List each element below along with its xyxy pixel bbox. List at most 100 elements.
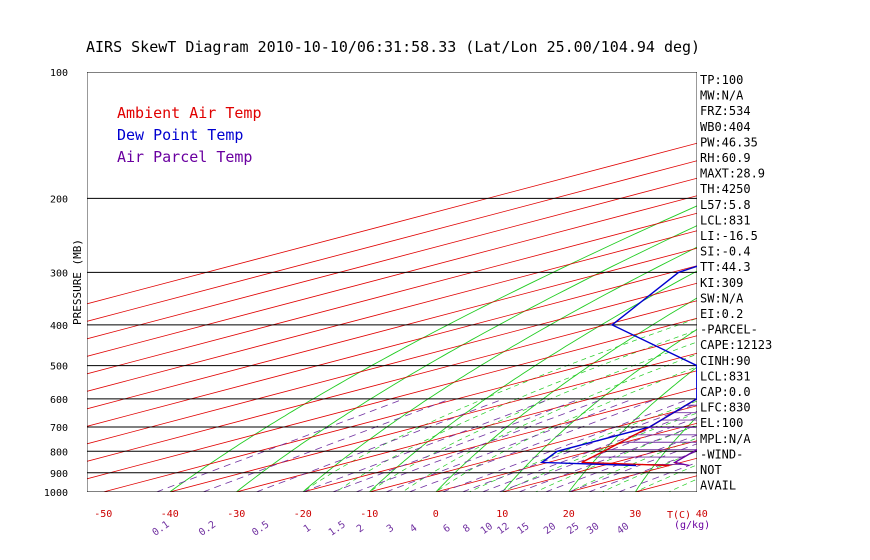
moist-adiabat-line — [302, 318, 697, 492]
mixing-ratio-line — [409, 398, 658, 492]
pressure-tick-label: 300 — [50, 268, 68, 279]
index-entry: MW:N/A — [700, 89, 744, 103]
index-entry: PW:46.35 — [700, 135, 758, 149]
mixing-ratio-tick-label: 1 — [302, 523, 313, 535]
isotherm-line — [734, 53, 870, 501]
pressure-tick-label: 600 — [50, 395, 68, 406]
isotherm-line — [87, 160, 697, 322]
index-entry: CAPE:12123 — [700, 338, 772, 352]
legend-entry: Dew Point Temp — [117, 126, 243, 144]
dry-adiabat-line — [568, 366, 697, 492]
mixing-ratio-line — [568, 443, 697, 492]
index-entry: MPL:N/A — [700, 432, 751, 446]
mixing-ratio-tick-label: 0.5 — [250, 519, 271, 538]
isotherm-line — [87, 247, 697, 410]
isotherm-line — [234, 370, 697, 492]
index-entry: LFC:830 — [700, 401, 751, 415]
mixing-ratio-line — [385, 398, 634, 492]
mixing-ratio-line — [256, 398, 505, 492]
moist-adiabat-line — [401, 353, 697, 492]
isotherm-line — [87, 300, 697, 462]
isotherm-line — [87, 177, 697, 340]
y-axis-label: PRESSURE (MB) — [71, 239, 84, 325]
legend-entry: Ambient Air Temp — [117, 104, 262, 122]
temperature-tick-label: -10 — [360, 509, 378, 520]
temperature-tick-label: 20 — [563, 509, 575, 520]
moist-adiabat-line — [567, 437, 697, 492]
isotherm-line — [87, 282, 697, 445]
index-entry: KI:309 — [700, 276, 743, 290]
mixing-ratio-tick-label: 40 — [615, 521, 631, 537]
isotherm-line — [434, 422, 697, 492]
pressure-tick-label: 500 — [50, 362, 68, 373]
profile-curves — [539, 265, 697, 467]
mixing-ratio-line — [156, 398, 405, 492]
mixing-ratio-tick-label: 3 — [385, 523, 396, 535]
index-entry: SW:N/A — [700, 291, 744, 305]
mixing-ratio-line — [442, 398, 691, 492]
index-entry: FRZ:534 — [700, 104, 751, 118]
mixing-ratio-unit-label: (g/kg) — [674, 520, 710, 531]
mixing-ratio-tick-label: 1.5 — [327, 519, 348, 538]
mixing-ratio-line — [462, 403, 697, 492]
index-entry: WB0:404 — [700, 120, 751, 134]
isotherm-line — [101, 335, 697, 492]
mixing-ratio-line — [518, 424, 697, 492]
index-entry: LI:-16.5 — [700, 229, 758, 243]
pressure-tick-label: 700 — [50, 423, 68, 434]
legend-entry: Air Parcel Temp — [117, 148, 252, 166]
series-line-dew-point-temp — [539, 265, 697, 467]
pressure-tick-label: 800 — [50, 447, 68, 458]
dry-adiabat-line — [302, 246, 697, 492]
isotherm-line — [87, 317, 697, 480]
series-line-ambient-air-temp — [581, 397, 697, 467]
isotherm-line — [87, 142, 697, 305]
isotherm-line — [87, 195, 697, 357]
isotherm-line — [87, 212, 697, 375]
mixing-ratio-tick-label: 10 — [479, 521, 495, 537]
isotherm-line — [87, 230, 697, 392]
moist-adiabat-line — [501, 412, 697, 492]
pressure-tick-label: 1000 — [44, 488, 68, 499]
index-entry: -WIND- — [700, 447, 743, 461]
pressure-tick-label: 200 — [50, 194, 68, 205]
index-entry: EL:100 — [700, 416, 743, 430]
isotherm-line — [500, 440, 697, 492]
pressure-tick-label: 900 — [50, 469, 68, 480]
mixing-ratio-tick-label: 0.1 — [151, 519, 172, 538]
isotherm-line — [801, 53, 870, 501]
index-entry: EI:0.2 — [700, 307, 743, 321]
temperature-tick-label: 10 — [496, 509, 508, 520]
index-entry: -PARCEL- — [700, 323, 758, 337]
index-entry: TT:44.3 — [700, 260, 751, 274]
index-entry: LCL:831 — [700, 213, 751, 227]
moist-adiabat-line — [368, 341, 697, 492]
mixing-ratio-tick-label: 6 — [441, 523, 452, 535]
index-entry: RH:60.9 — [700, 151, 751, 165]
index-entry: SI:-0.4 — [700, 245, 751, 259]
mixing-ratio-tick-label: 8 — [461, 523, 472, 535]
isotherm-line — [668, 53, 870, 501]
index-entry: L57:5.8 — [700, 198, 751, 212]
mixing-ratio-line — [545, 434, 697, 492]
mixing-ratio-line — [332, 398, 581, 492]
isotherm-line — [168, 352, 697, 492]
dry-adiabat-line — [169, 205, 697, 492]
index-entry: MAXT:28.9 — [700, 167, 765, 181]
temperature-tick-label: 30 — [629, 509, 641, 520]
dry-adiabat-line — [832, 68, 870, 501]
index-entry: TP:100 — [700, 73, 743, 87]
moist-adiabat-line — [634, 464, 697, 492]
temperature-unit-label: T(C) — [667, 510, 691, 521]
moist-adiabat-line — [335, 329, 697, 492]
mixing-ratio-tick-label: 2 — [355, 523, 366, 535]
chart-title: AIRS SkewT Diagram 2010-10-10/06:31:58.3… — [86, 38, 700, 56]
index-entry: AVAIL — [700, 479, 736, 493]
mixing-ratio-line — [202, 398, 451, 492]
mixing-ratio-tick-label: 4 — [408, 523, 419, 535]
temperature-tick-label: -20 — [294, 509, 312, 520]
pressure-tick-label: 100 — [50, 68, 68, 79]
